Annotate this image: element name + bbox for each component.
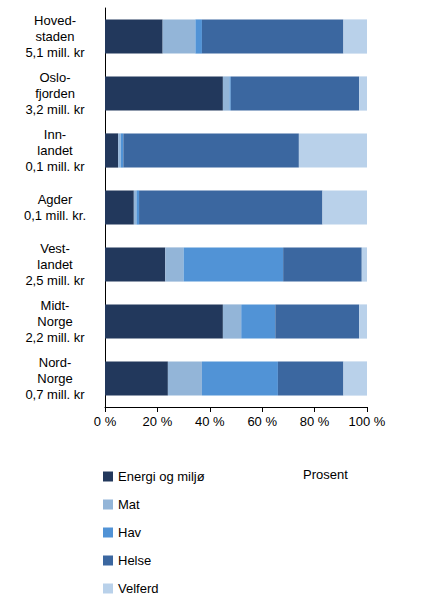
svg-text:0,7 mill. kr: 0,7 mill. kr bbox=[25, 387, 85, 402]
svg-text:3,2 mill. kr: 3,2 mill. kr bbox=[25, 102, 85, 117]
svg-text:Velferd: Velferd bbox=[118, 581, 158, 596]
svg-text:0,1 mill. kr: 0,1 mill. kr bbox=[25, 159, 85, 174]
svg-text:100 %: 100 % bbox=[349, 414, 386, 429]
svg-text:0,1 mill. kr.: 0,1 mill. kr. bbox=[24, 208, 86, 223]
svg-text:Hoved-: Hoved- bbox=[34, 13, 76, 28]
svg-text:Norge: Norge bbox=[37, 371, 72, 386]
svg-text:Hav: Hav bbox=[118, 525, 142, 540]
svg-text:0 %: 0 % bbox=[94, 414, 117, 429]
svg-text:Agder: Agder bbox=[38, 192, 73, 207]
svg-text:landet: landet bbox=[37, 143, 73, 158]
svg-text:landet: landet bbox=[37, 257, 73, 272]
svg-text:60 %: 60 % bbox=[247, 414, 277, 429]
svg-text:40 %: 40 % bbox=[195, 414, 225, 429]
svg-text:Helse: Helse bbox=[118, 553, 151, 568]
svg-text:Mat: Mat bbox=[118, 497, 140, 512]
svg-text:Vest-: Vest- bbox=[40, 241, 70, 256]
svg-text:5,1 mill. kr: 5,1 mill. kr bbox=[25, 45, 85, 60]
svg-text:Midt-: Midt- bbox=[41, 298, 70, 313]
svg-text:Oslo-: Oslo- bbox=[39, 70, 70, 85]
svg-text:Inn-: Inn- bbox=[44, 127, 66, 142]
svg-text:80 %: 80 % bbox=[300, 414, 330, 429]
svg-text:Norge: Norge bbox=[37, 314, 72, 329]
svg-text:fjorden: fjorden bbox=[35, 86, 75, 101]
svg-text:20 %: 20 % bbox=[143, 414, 173, 429]
svg-text:Prosent: Prosent bbox=[303, 467, 348, 482]
svg-text:Nord-: Nord- bbox=[39, 355, 72, 370]
svg-text:2,2 mill. kr: 2,2 mill. kr bbox=[25, 330, 85, 345]
svg-text:2,5 mill. kr: 2,5 mill. kr bbox=[25, 273, 85, 288]
svg-text:staden: staden bbox=[35, 29, 74, 44]
svg-text:Energi og miljø: Energi og miljø bbox=[118, 469, 205, 484]
